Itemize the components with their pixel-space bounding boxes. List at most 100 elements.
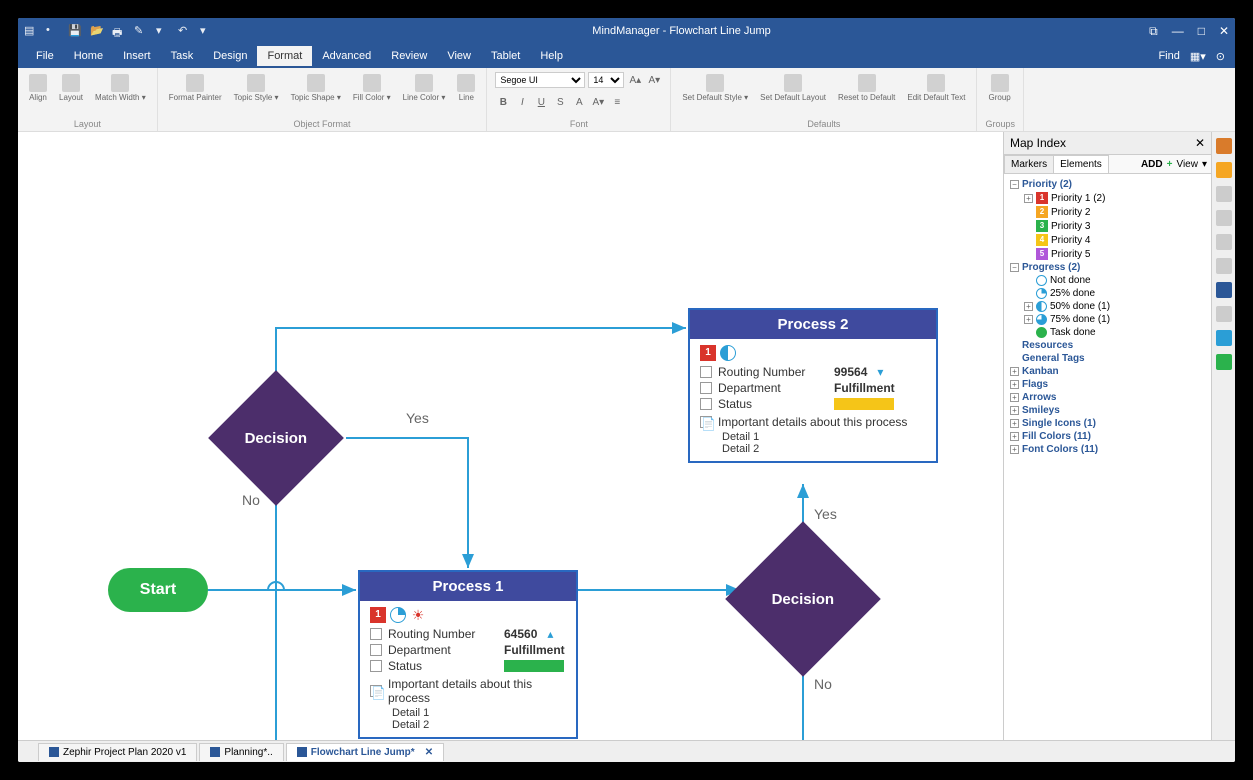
panel-toggle-icon[interactable]: ▦▾	[1190, 50, 1206, 63]
node-decision-2[interactable]: Decision	[725, 521, 881, 677]
view-button[interactable]: View	[1176, 159, 1198, 170]
kanban-category[interactable]: Kanban	[1022, 366, 1059, 377]
expand-icon[interactable]: +	[1010, 393, 1019, 402]
topic-style-button[interactable]: Topic Style ▾	[231, 72, 282, 105]
collapse-icon[interactable]: −	[1010, 180, 1019, 189]
doc-tab[interactable]: Zephir Project Plan 2020 v1	[38, 743, 197, 761]
strip-icon[interactable]	[1216, 162, 1232, 178]
strip-icon[interactable]	[1216, 138, 1232, 154]
grow-font-button[interactable]: A▴	[627, 72, 643, 88]
priority-1-item[interactable]: Priority 1 (2)	[1051, 193, 1105, 204]
expand-icon[interactable]: +	[1024, 315, 1033, 324]
open-icon[interactable]: 📂	[90, 24, 104, 38]
undo-icon[interactable]: ↶	[178, 24, 192, 38]
progress-done[interactable]: Task done	[1050, 327, 1096, 338]
priority-3-item[interactable]: Priority 3	[1051, 221, 1090, 232]
tab-elements[interactable]: Elements	[1053, 155, 1109, 173]
underline-button[interactable]: U	[533, 94, 549, 110]
font-colors-category[interactable]: Font Colors (11)	[1022, 444, 1098, 455]
reset-default-button[interactable]: Reset to Default	[835, 72, 898, 105]
topic-shape-button[interactable]: Topic Shape ▾	[288, 72, 344, 105]
highlight-button[interactable]: A▾	[590, 94, 606, 110]
progress-not-done[interactable]: Not done	[1050, 275, 1091, 286]
layout-button[interactable]: Layout	[56, 72, 86, 105]
font-size-select[interactable]: 14	[588, 72, 624, 88]
expand-icon[interactable]: +	[1010, 406, 1019, 415]
menu-design[interactable]: Design	[203, 46, 257, 66]
bold-button[interactable]: B	[495, 94, 511, 110]
progress-75[interactable]: 75% done (1)	[1050, 314, 1110, 325]
strip-excel-icon[interactable]	[1216, 354, 1232, 370]
set-default-style-button[interactable]: Set Default Style ▾	[679, 72, 751, 105]
line-color-button[interactable]: Line Color ▾	[400, 72, 449, 105]
progress-50[interactable]: 50% done (1)	[1050, 301, 1110, 312]
edit-default-text-button[interactable]: Edit Default Text	[904, 72, 968, 105]
close-button[interactable]: ✕	[1219, 24, 1229, 39]
format-painter-button[interactable]: Format Painter	[166, 72, 225, 105]
add-plus-icon[interactable]: +	[1167, 159, 1173, 170]
expand-icon[interactable]: +	[1010, 419, 1019, 428]
strip-attach-icon[interactable]	[1216, 330, 1232, 346]
align-text-button[interactable]: ≡	[609, 94, 625, 110]
collapse-icon[interactable]: ▴	[547, 627, 553, 641]
strip-icon[interactable]	[1216, 234, 1232, 250]
node-process-2[interactable]: Process 2 1 Routing Number99564▾ Departm…	[688, 308, 938, 463]
node-decision-1[interactable]: Decision	[208, 370, 344, 506]
flowchart-canvas[interactable]: Start Decision Decision End Process 1 1	[18, 132, 1003, 740]
tab-markers[interactable]: Markers	[1004, 155, 1054, 173]
print-icon[interactable]: 🖶	[112, 24, 126, 38]
collapse-icon[interactable]: −	[1010, 263, 1019, 272]
expand-icon[interactable]: +	[1010, 380, 1019, 389]
group-button[interactable]: Group	[985, 72, 1013, 105]
italic-button[interactable]: I	[514, 94, 530, 110]
strike-button[interactable]: S	[552, 94, 568, 110]
resources-category[interactable]: Resources	[1022, 340, 1073, 351]
general-tags-category[interactable]: General Tags	[1022, 353, 1085, 364]
node-start[interactable]: Start	[108, 568, 208, 612]
add-button[interactable]: ADD	[1141, 159, 1163, 170]
priority-5-item[interactable]: Priority 5	[1051, 249, 1090, 260]
expand-icon[interactable]: +	[1024, 302, 1033, 311]
find-label[interactable]: Find	[1158, 50, 1179, 62]
priority-category[interactable]: Priority (2)	[1022, 179, 1072, 190]
priority-4-item[interactable]: Priority 4	[1051, 235, 1090, 246]
menu-format[interactable]: Format	[257, 46, 312, 66]
help-icon[interactable]: ⊙	[1216, 50, 1225, 63]
close-tab-icon[interactable]: ✕	[425, 747, 433, 758]
line-button[interactable]: Line	[454, 72, 478, 105]
doc-tab-active[interactable]: Flowchart Line Jump*✕	[286, 743, 444, 761]
brush-icon[interactable]: ✎	[134, 24, 148, 38]
strip-search-icon[interactable]	[1216, 258, 1232, 274]
menu-help[interactable]: Help	[530, 46, 573, 66]
align-button[interactable]: Align	[26, 72, 50, 105]
expand-icon[interactable]: +	[1010, 367, 1019, 376]
set-default-layout-button[interactable]: Set Default Layout	[757, 72, 829, 105]
shrink-font-button[interactable]: A▾	[646, 72, 662, 88]
maximize-button[interactable]: □	[1198, 24, 1205, 39]
fill-color-button[interactable]: Fill Color ▾	[350, 72, 394, 105]
strip-icon[interactable]	[1216, 306, 1232, 322]
menu-task[interactable]: Task	[161, 46, 204, 66]
single-icons-category[interactable]: Single Icons (1)	[1022, 418, 1096, 429]
file-menu-icon[interactable]: ▤	[24, 24, 38, 38]
menu-review[interactable]: Review	[381, 46, 437, 66]
fontcolor-button[interactable]: A	[571, 94, 587, 110]
doc-tab[interactable]: Planning*..	[199, 743, 283, 761]
smileys-category[interactable]: Smileys	[1022, 405, 1060, 416]
menu-view[interactable]: View	[437, 46, 481, 66]
menu-tablet[interactable]: Tablet	[481, 46, 530, 66]
close-panel-icon[interactable]: ✕	[1195, 136, 1205, 150]
qat-dropdown-icon[interactable]: ▾	[156, 24, 170, 38]
redo-icon[interactable]: ▾	[200, 24, 214, 38]
expand-icon[interactable]: +	[1010, 432, 1019, 441]
expand-icon[interactable]: +	[1024, 194, 1033, 203]
marker-tree[interactable]: −Priority (2) +1Priority 1 (2) 2Priority…	[1004, 174, 1211, 740]
fill-colors-category[interactable]: Fill Colors (11)	[1022, 431, 1091, 442]
strip-icon[interactable]	[1216, 210, 1232, 226]
expand-icon[interactable]: ▾	[877, 365, 883, 379]
menu-advanced[interactable]: Advanced	[312, 46, 381, 66]
minimize-button[interactable]: —	[1172, 24, 1184, 39]
match-width-button[interactable]: Match Width ▾	[92, 72, 149, 105]
font-name-select[interactable]: Segoe UI	[495, 72, 585, 88]
strip-icon[interactable]	[1216, 282, 1232, 298]
